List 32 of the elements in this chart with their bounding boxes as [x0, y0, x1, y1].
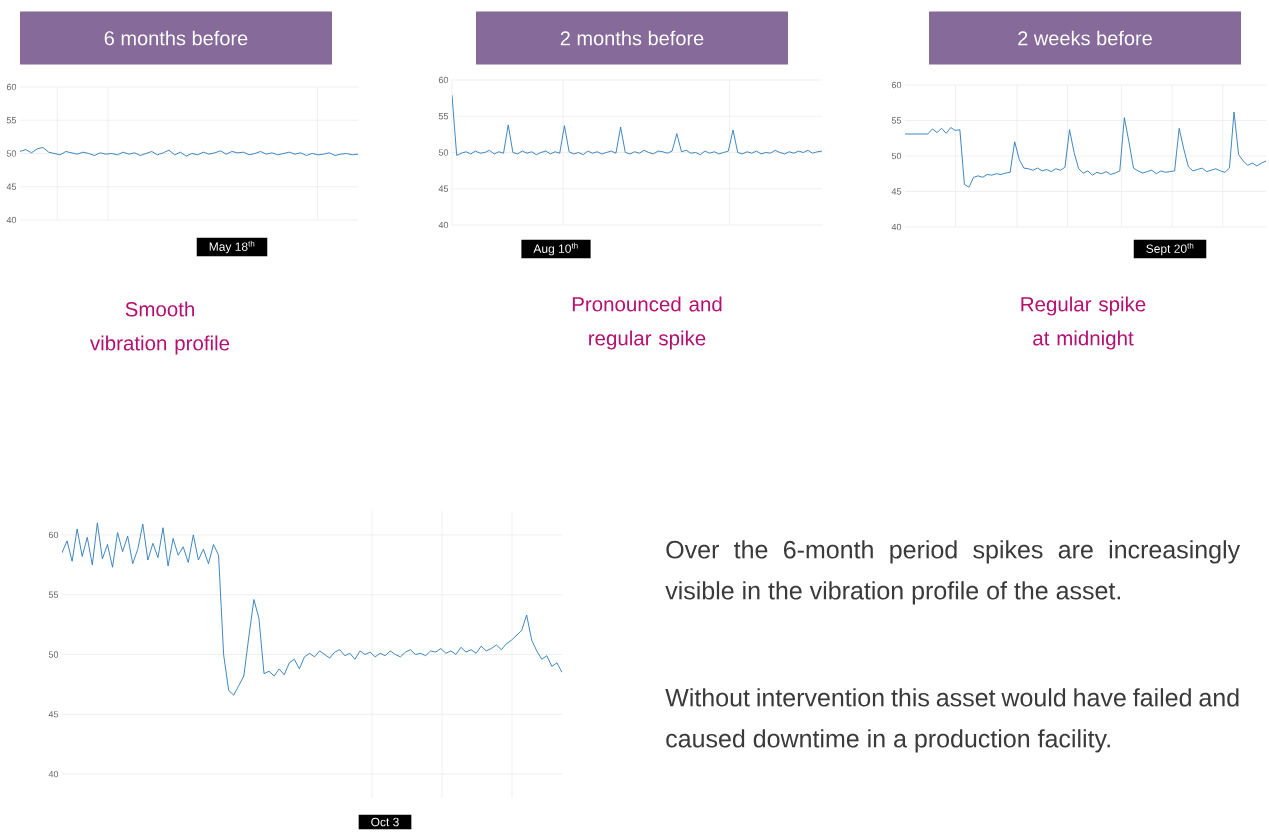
y-tick-label: 40 [6, 216, 17, 224]
text: Aug 10$^{th}$ [533, 242, 578, 256]
text: Regular spike at midnight [1021, 296, 1146, 350]
y-tick-label: 40 [48, 770, 59, 778]
y-tick-label: 45 [891, 188, 902, 195]
text: May 18$^{th}$ [209, 240, 255, 254]
y-tick-label: 50 [891, 152, 902, 160]
chart-title: 2 weeks before [1018, 30, 1152, 46]
y-tick-label: 50 [438, 149, 449, 156]
y-tick-label: 50 [6, 150, 17, 157]
chart-title: 2 months before [560, 30, 704, 46]
y-tick-label: 60 [48, 531, 59, 539]
y-tick-label: 40 [891, 223, 902, 231]
text: Without intervention this asset would have failed and caused downtime in a production facility. [665, 688, 1239, 753]
y-tick-label: 55 [6, 117, 17, 124]
y-tick-label: 60 [438, 76, 449, 84]
text: Over the 6-month period spikes are increasingly visible in the vibration profile of the asset. [665, 540, 1241, 605]
y-tick-label: 55 [48, 591, 59, 598]
y-tick-label: 55 [891, 117, 902, 124]
y-tick-label: 60 [891, 81, 902, 89]
y-tick-label: 45 [6, 183, 17, 190]
text: Sept 20$^{th}$ [1146, 242, 1194, 256]
y-tick-label: 50 [48, 651, 59, 658]
y-tick-label: 45 [438, 185, 449, 192]
text: Smooth vibration profile [89, 301, 230, 355]
chart-title: 6 months before [104, 30, 248, 46]
y-tick-label: 55 [438, 113, 449, 120]
y-tick-label: 60 [6, 83, 17, 91]
text: Pronounced and regular spike [572, 296, 722, 350]
y-tick-label: 40 [438, 221, 449, 229]
text: Oct 3 [371, 817, 399, 827]
y-tick-label: 45 [48, 711, 59, 718]
